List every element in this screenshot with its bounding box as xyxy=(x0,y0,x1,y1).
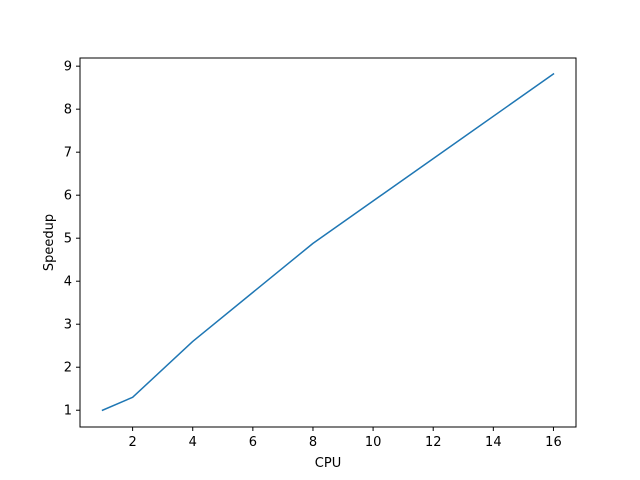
x-tick-label: 2 xyxy=(128,435,136,450)
x-tick-label: 14 xyxy=(485,435,502,450)
speedup-series-line xyxy=(101,72,555,412)
y-tick-label: 4 xyxy=(64,275,72,290)
y-tick-label: 9 xyxy=(64,60,72,75)
y-tick-label: 7 xyxy=(64,146,72,161)
y-tick-label: 2 xyxy=(64,361,72,376)
x-tick-label: 4 xyxy=(189,435,197,450)
x-axis-ticks: 2 4 6 8 10 12 14 16 xyxy=(128,427,562,450)
x-tick-label: 8 xyxy=(309,435,317,450)
y-axis-label: Speedup xyxy=(42,214,57,271)
y-tick-label: 3 xyxy=(64,318,72,333)
y-tick-label: 1 xyxy=(64,404,72,419)
x-tick-label: 16 xyxy=(545,435,562,450)
y-tick-label: 5 xyxy=(64,232,72,247)
x-tick-label: 12 xyxy=(425,435,442,450)
x-tick-label: 10 xyxy=(365,435,382,450)
y-tick-label: 8 xyxy=(64,103,72,118)
x-axis-label: CPU xyxy=(315,456,341,471)
series-layer xyxy=(101,72,555,412)
plot-frame xyxy=(79,57,577,428)
y-axis-ticks: 1 2 3 4 5 6 7 8 9 xyxy=(64,60,80,419)
y-tick-label: 6 xyxy=(64,189,72,204)
plot-area xyxy=(80,58,576,427)
x-tick-label: 6 xyxy=(249,435,257,450)
